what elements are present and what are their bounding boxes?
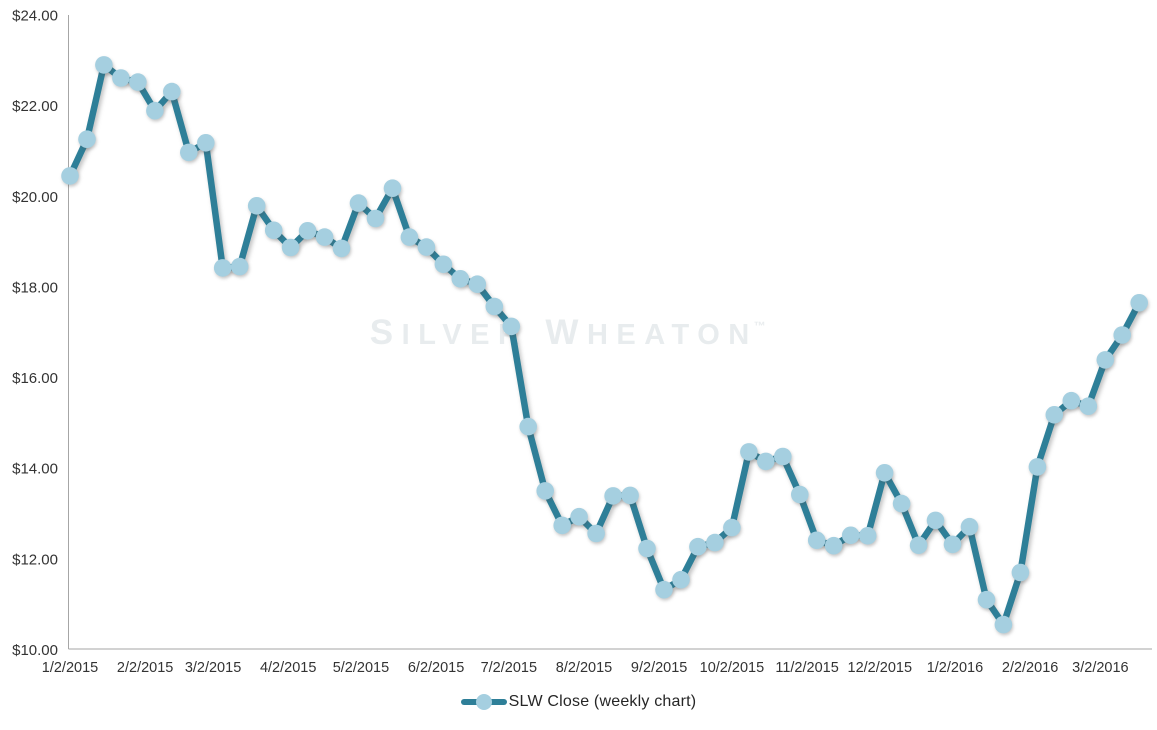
y-tick-label: $14.00 xyxy=(12,461,58,478)
data-point xyxy=(1130,294,1148,312)
x-tick-label: 5/2/2015 xyxy=(333,660,389,676)
data-point xyxy=(349,194,368,212)
x-tick-label: 3/2/2016 xyxy=(1072,660,1128,676)
legend-line-marker-icon xyxy=(460,694,507,710)
x-tick-label: 7/2/2015 xyxy=(481,660,537,676)
x-tick-label: 2/2/2016 xyxy=(1002,660,1058,676)
data-point xyxy=(621,486,639,505)
data-point xyxy=(655,580,673,599)
data-point xyxy=(230,257,249,276)
data-point xyxy=(892,494,911,513)
data-point xyxy=(247,197,266,215)
data-point xyxy=(468,275,487,294)
data-point xyxy=(485,297,504,316)
data-point xyxy=(757,452,775,471)
data-point xyxy=(417,238,436,256)
data-point xyxy=(858,527,877,545)
data-point xyxy=(451,270,470,288)
y-tick-label: $12.00 xyxy=(12,551,58,568)
data-point xyxy=(570,507,588,526)
data-point xyxy=(298,222,317,240)
x-tick-label: 1/2/2016 xyxy=(927,660,983,676)
y-tick-label: $24.00 xyxy=(12,8,58,25)
x-tick-label: 10/2/2015 xyxy=(700,660,765,676)
data-point xyxy=(1028,458,1047,476)
data-point xyxy=(1011,563,1030,582)
data-point xyxy=(841,526,860,545)
data-point xyxy=(824,536,843,555)
data-point xyxy=(502,317,521,336)
data-point xyxy=(875,464,894,482)
y-tick-label: $16.00 xyxy=(12,370,58,387)
data-point xyxy=(78,130,96,148)
data-point xyxy=(112,69,130,87)
x-tick-label: 12/2/2015 xyxy=(848,660,913,676)
x-tick-label: 3/2/2015 xyxy=(185,660,241,676)
data-point xyxy=(807,531,826,550)
data-point xyxy=(1096,351,1115,369)
data-point xyxy=(689,537,707,556)
data-point xyxy=(434,255,453,274)
x-tick-label: 6/2/2015 xyxy=(408,660,464,676)
silver-wheaton-watermark: SILVER WHEATON™ xyxy=(370,313,774,352)
data-point xyxy=(926,511,945,530)
data-point xyxy=(909,536,928,555)
x-tick-label: 9/2/2015 xyxy=(631,660,687,676)
data-point xyxy=(1062,391,1081,410)
data-point xyxy=(332,239,351,258)
data-point xyxy=(1045,406,1064,424)
data-point xyxy=(638,539,656,558)
data-point xyxy=(587,524,605,543)
x-tick-label: 1/2/2015 xyxy=(42,660,98,676)
chart-legend: SLW Close (weekly chart) xyxy=(0,692,1157,712)
data-point xyxy=(943,535,962,554)
y-tick-label: $18.00 xyxy=(12,279,58,296)
data-point xyxy=(400,228,419,246)
data-point xyxy=(1079,397,1098,416)
y-tick-label: $22.00 xyxy=(12,98,58,115)
data-point xyxy=(366,209,385,228)
data-point xyxy=(791,485,809,504)
x-tick-label: 4/2/2015 xyxy=(260,660,316,676)
data-point xyxy=(146,101,164,120)
data-point xyxy=(213,259,232,277)
x-tick-label: 8/2/2015 xyxy=(556,660,612,676)
data-point xyxy=(536,482,554,500)
slw-close-line xyxy=(66,61,1143,628)
data-point-markers xyxy=(61,56,1148,634)
data-point xyxy=(315,228,334,246)
data-point xyxy=(519,417,537,436)
data-point xyxy=(960,517,979,536)
data-point xyxy=(264,221,283,240)
data-point xyxy=(383,179,402,197)
data-point xyxy=(180,143,198,162)
data-point xyxy=(994,615,1013,634)
data-point xyxy=(553,516,571,535)
data-point xyxy=(977,590,996,609)
data-point xyxy=(740,443,758,461)
data-point xyxy=(197,134,215,152)
data-point xyxy=(706,533,724,552)
data-point xyxy=(774,447,792,466)
x-tick-label: 2/2/2015 xyxy=(117,660,173,676)
data-point xyxy=(672,570,690,589)
legend-label: SLW Close (weekly chart) xyxy=(508,693,697,710)
data-point xyxy=(129,73,147,91)
y-tick-label: $20.00 xyxy=(12,189,58,206)
x-tick-label: 11/2/2015 xyxy=(775,660,838,676)
data-point xyxy=(604,487,622,505)
data-point xyxy=(723,518,741,537)
data-point xyxy=(1113,326,1131,344)
data-point xyxy=(281,238,300,257)
data-point xyxy=(95,56,113,74)
data-point xyxy=(61,167,79,185)
data-point xyxy=(163,82,181,101)
y-tick-label: $10.00 xyxy=(12,642,58,659)
